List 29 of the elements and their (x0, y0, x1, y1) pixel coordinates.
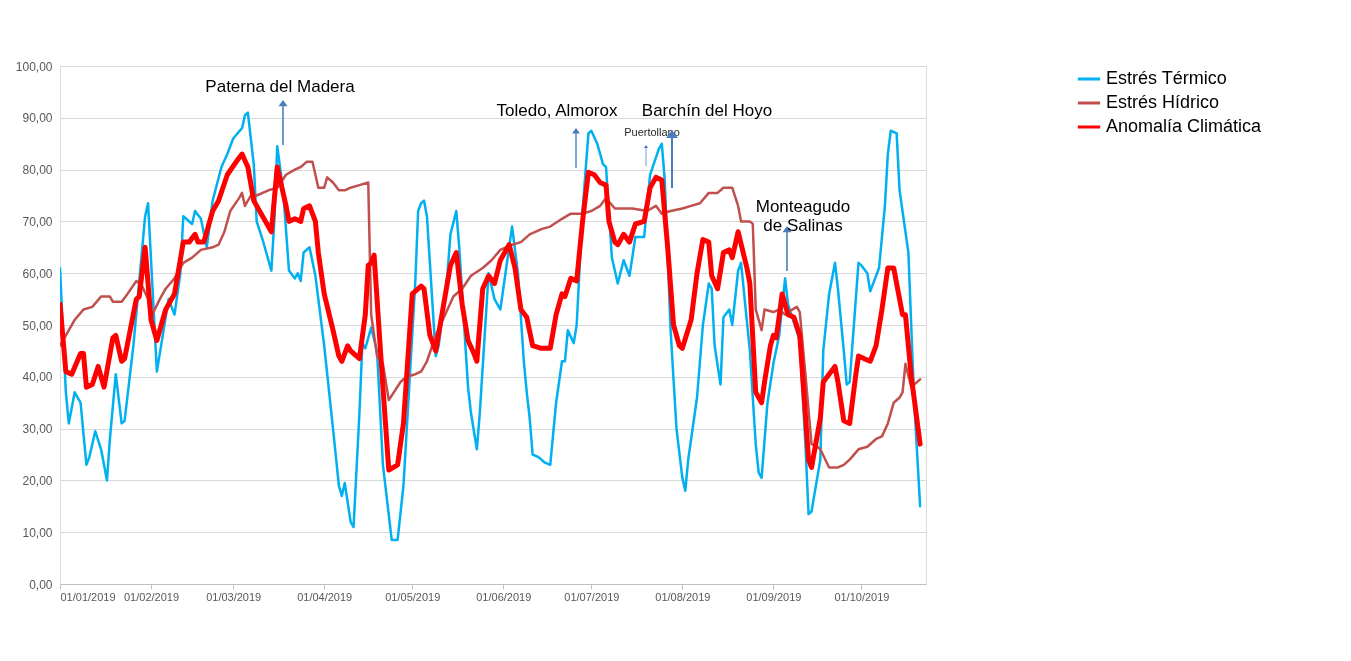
x-tick-label: 01/09/2019 (746, 590, 802, 603)
x-tick-label: 01/07/2019 (564, 590, 620, 603)
annotation: Barchín del Hoyo (641, 101, 773, 120)
y-tick-label: 30,00 (22, 422, 53, 437)
annotation: Toledo, Almorox (496, 101, 618, 120)
y-tick-label: 50,00 (22, 318, 53, 333)
y-tick-label: 0,00 (29, 577, 53, 592)
annotation: Monteagudo de Salinas (755, 197, 851, 235)
x-tick-label: 01/10/2019 (834, 590, 890, 603)
annotation: Puertollano (624, 126, 680, 138)
x-tick-label: 01/04/2019 (297, 590, 353, 603)
x-tick-label: 01/06/2019 (476, 590, 532, 603)
x-tick-label: 01/01/2019 (60, 590, 116, 603)
x-tick-label: 01/03/2019 (206, 590, 262, 603)
y-tick-label: 10,00 (22, 525, 53, 540)
y-tick-label: 100,00 (15, 59, 53, 74)
legend-label: Anomalía Climática (1106, 116, 1263, 136)
x-tick-label: 01/05/2019 (385, 590, 441, 603)
x-tick-label: 01/08/2019 (655, 590, 711, 603)
y-tick-label: 80,00 (22, 163, 53, 178)
y-tick-label: 40,00 (22, 370, 53, 385)
y-tick-label: 20,00 (22, 473, 53, 488)
annotation: Paterna del Madera (205, 77, 356, 96)
y-tick-label: 90,00 (22, 111, 53, 126)
x-tick-label: 01/02/2019 (123, 590, 180, 603)
legend-label: Estrés Hídrico (1106, 92, 1220, 112)
y-tick-label: 70,00 (22, 214, 53, 229)
y-tick-label: 60,00 (22, 266, 53, 281)
legend-label: Estrés Térmico (1106, 68, 1227, 88)
